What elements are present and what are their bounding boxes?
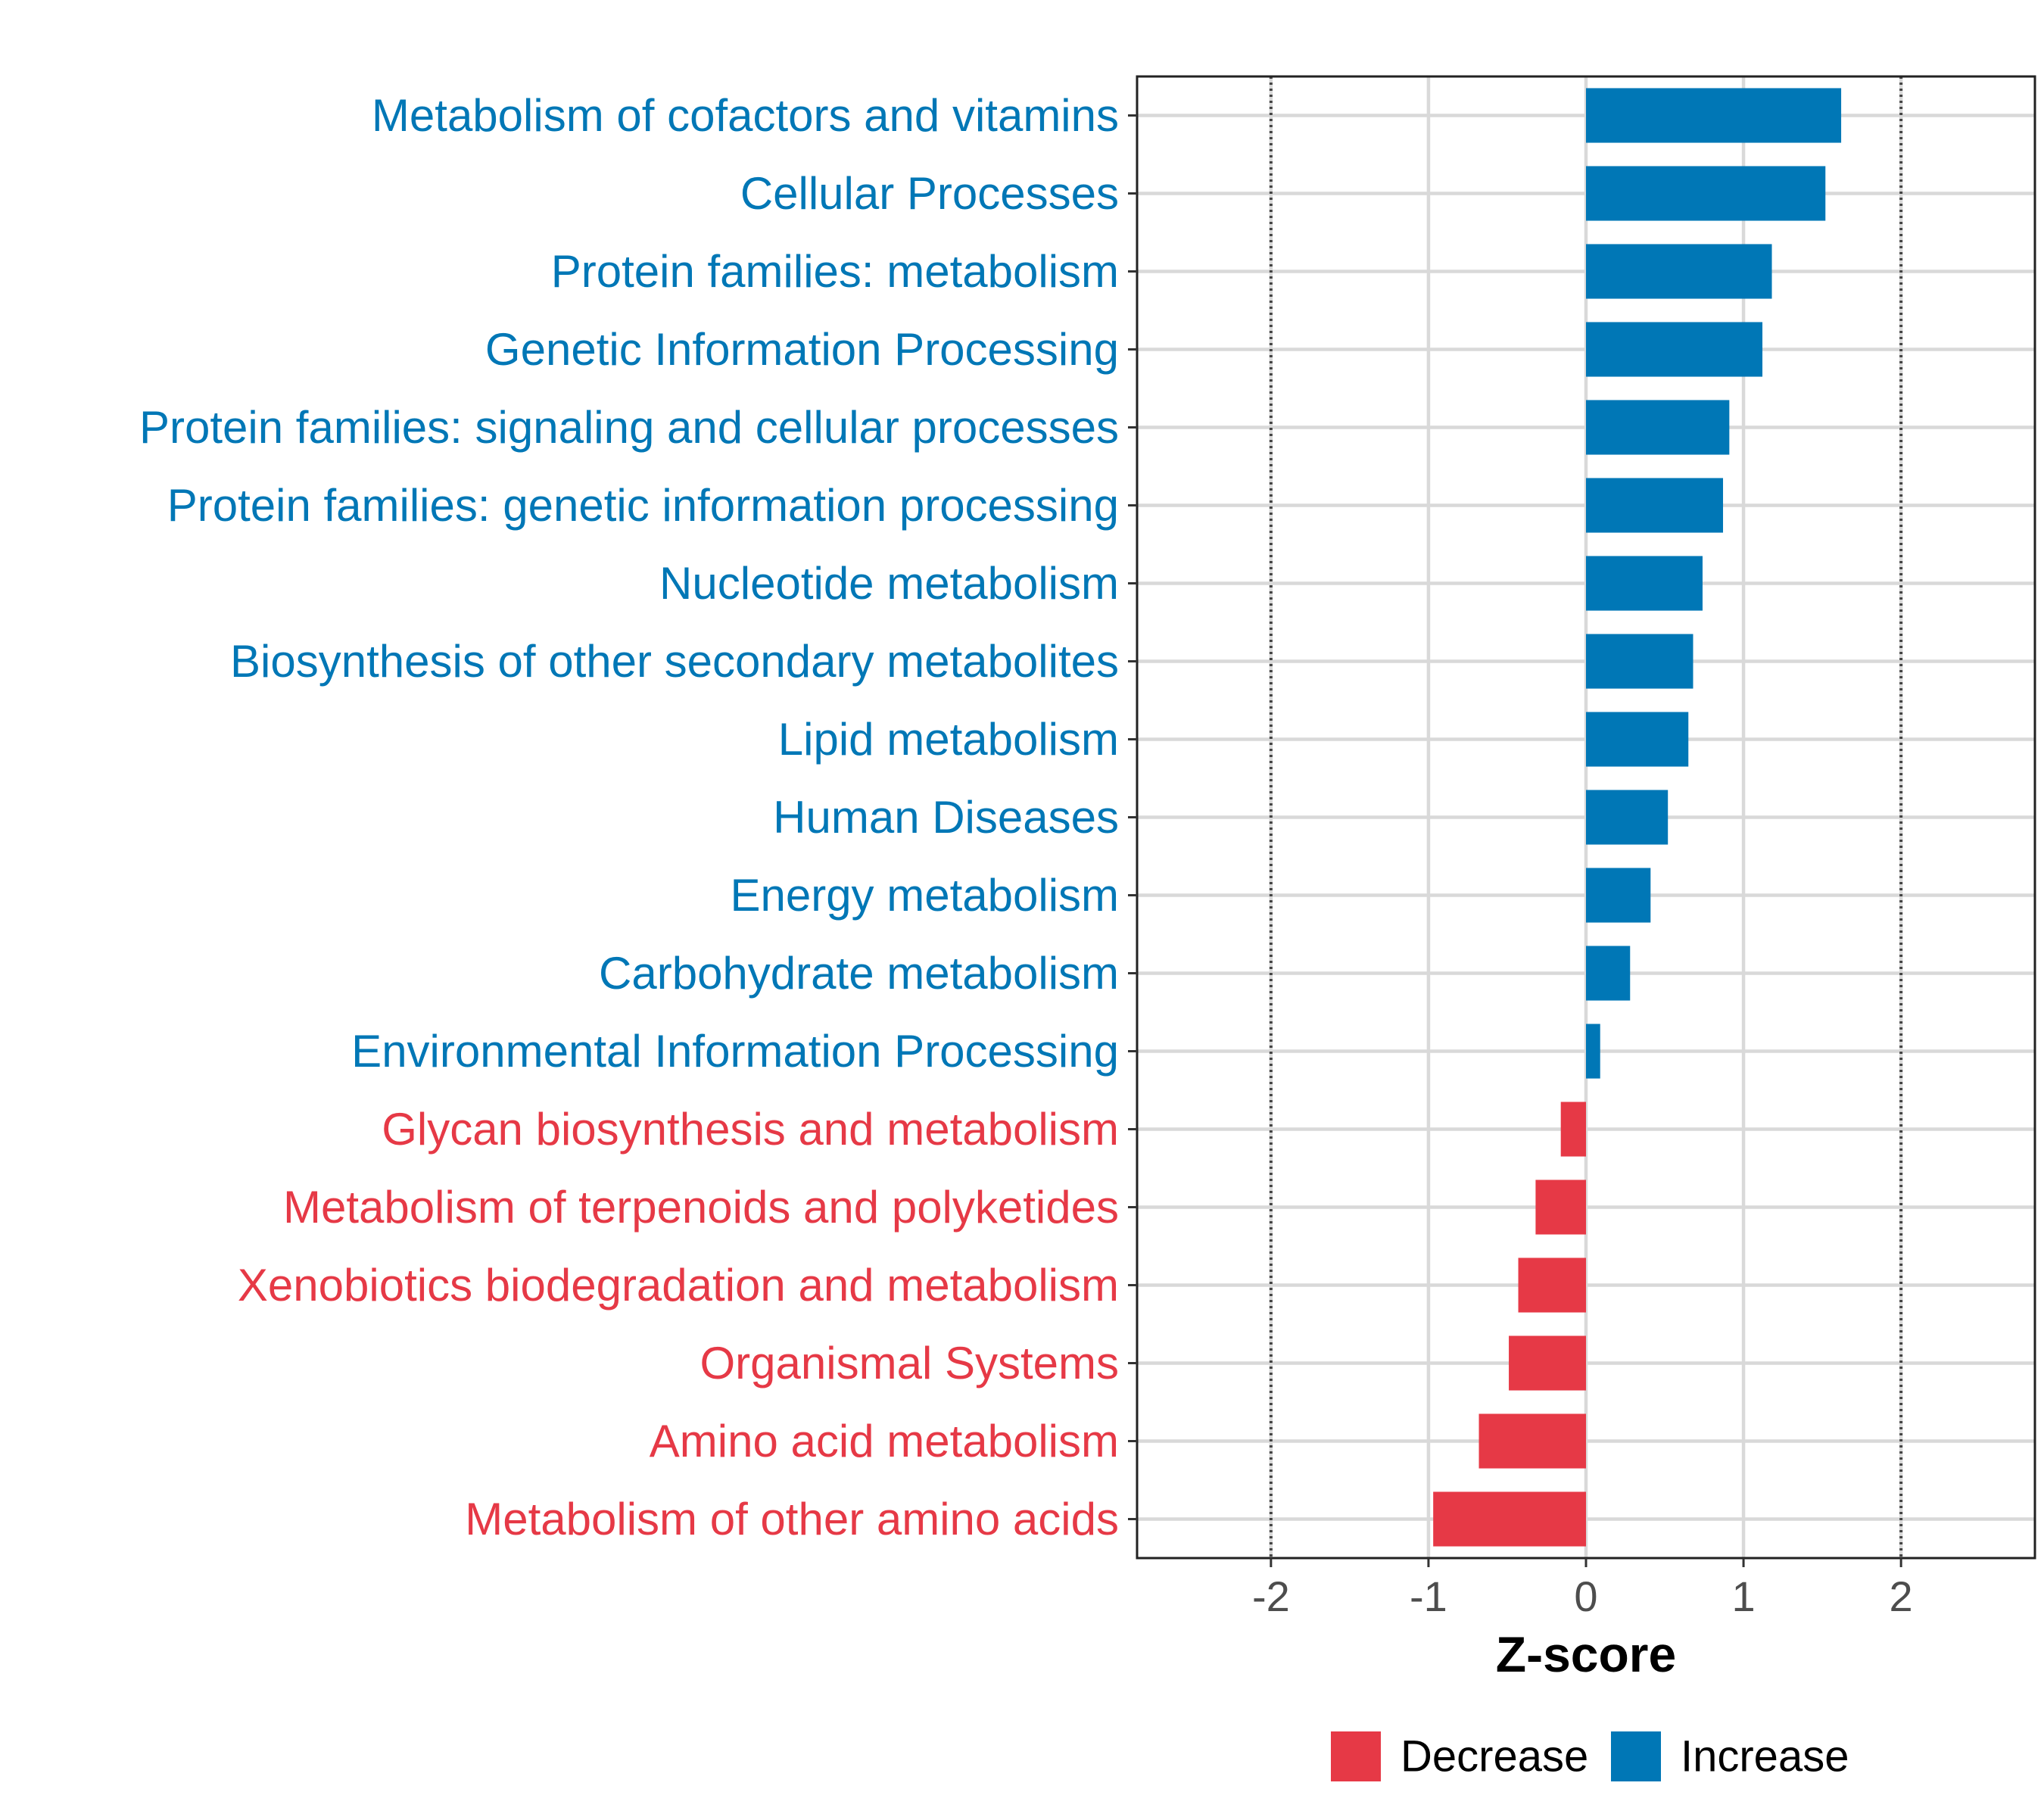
x-tick-label: -2 <box>1252 1572 1290 1620</box>
bar <box>1586 556 1703 611</box>
legend-swatch <box>1611 1731 1661 1781</box>
x-tick-label: 0 <box>1574 1572 1597 1620</box>
bar <box>1586 166 1826 221</box>
x-tick-label: 1 <box>1731 1572 1755 1620</box>
category-label: Protein families: metabolism <box>551 246 1119 297</box>
category-label: Environmental Information Processing <box>351 1026 1119 1077</box>
category-label: Protein families: signaling and cellular… <box>139 402 1119 453</box>
category-label: Metabolism of cofactors and vitamins <box>372 90 1119 141</box>
bar <box>1586 400 1730 455</box>
bar <box>1586 634 1693 689</box>
legend-swatch <box>1331 1731 1381 1781</box>
x-axis-title: Z-score <box>1496 1626 1676 1682</box>
bar <box>1586 1024 1600 1079</box>
y-axis: Metabolism of cofactors and vitamins Cell… <box>139 90 1137 1544</box>
bar <box>1586 244 1772 299</box>
category-label: Xenobiotics biodegradation and metabolis… <box>238 1260 1119 1311</box>
category-label: Nucleotide metabolism <box>659 558 1119 609</box>
category-label: Human Diseases <box>773 792 1119 843</box>
bar <box>1535 1180 1586 1235</box>
bar <box>1586 322 1763 377</box>
reference-lines <box>1269 76 1903 1558</box>
bar <box>1560 1102 1586 1157</box>
category-label: Biosynthesis of other secondary metaboli… <box>230 636 1119 687</box>
category-label: Carbohydrate metabolism <box>599 948 1119 999</box>
category-label: Amino acid metabolism <box>650 1416 1119 1466</box>
legend: Decrease Increase <box>1331 1731 1849 1781</box>
bar <box>1518 1258 1586 1313</box>
bar <box>1433 1491 1586 1547</box>
category-label: Protein families: genetic information pr… <box>167 480 1119 531</box>
category-label: Metabolism of other amino acids <box>465 1494 1119 1544</box>
category-label: Genetic Information Processing <box>485 324 1119 375</box>
category-label: Organismal Systems <box>700 1338 1119 1388</box>
category-label: Cellular Processes <box>740 168 1119 219</box>
x-axis: -2 -1 0 1 2 <box>1252 1558 1913 1620</box>
x-tick-label: 2 <box>1890 1572 1913 1620</box>
bar <box>1586 790 1669 845</box>
category-label: Lipid metabolism <box>778 714 1119 765</box>
bar <box>1586 712 1689 767</box>
bar <box>1586 88 1842 143</box>
bar <box>1586 868 1651 923</box>
category-label: Energy metabolism <box>730 870 1119 921</box>
bars <box>1433 88 1842 1547</box>
category-label: Metabolism of terpenoids and polyketides <box>283 1182 1119 1233</box>
legend-label: Increase <box>1681 1732 1849 1781</box>
bar <box>1509 1335 1586 1391</box>
bar <box>1586 946 1631 1001</box>
x-tick-label: -1 <box>1410 1572 1447 1620</box>
category-label: Glycan biosynthesis and metabolism <box>382 1104 1119 1155</box>
bar <box>1586 478 1724 533</box>
legend-label: Decrease <box>1401 1732 1588 1781</box>
bar <box>1478 1413 1586 1469</box>
